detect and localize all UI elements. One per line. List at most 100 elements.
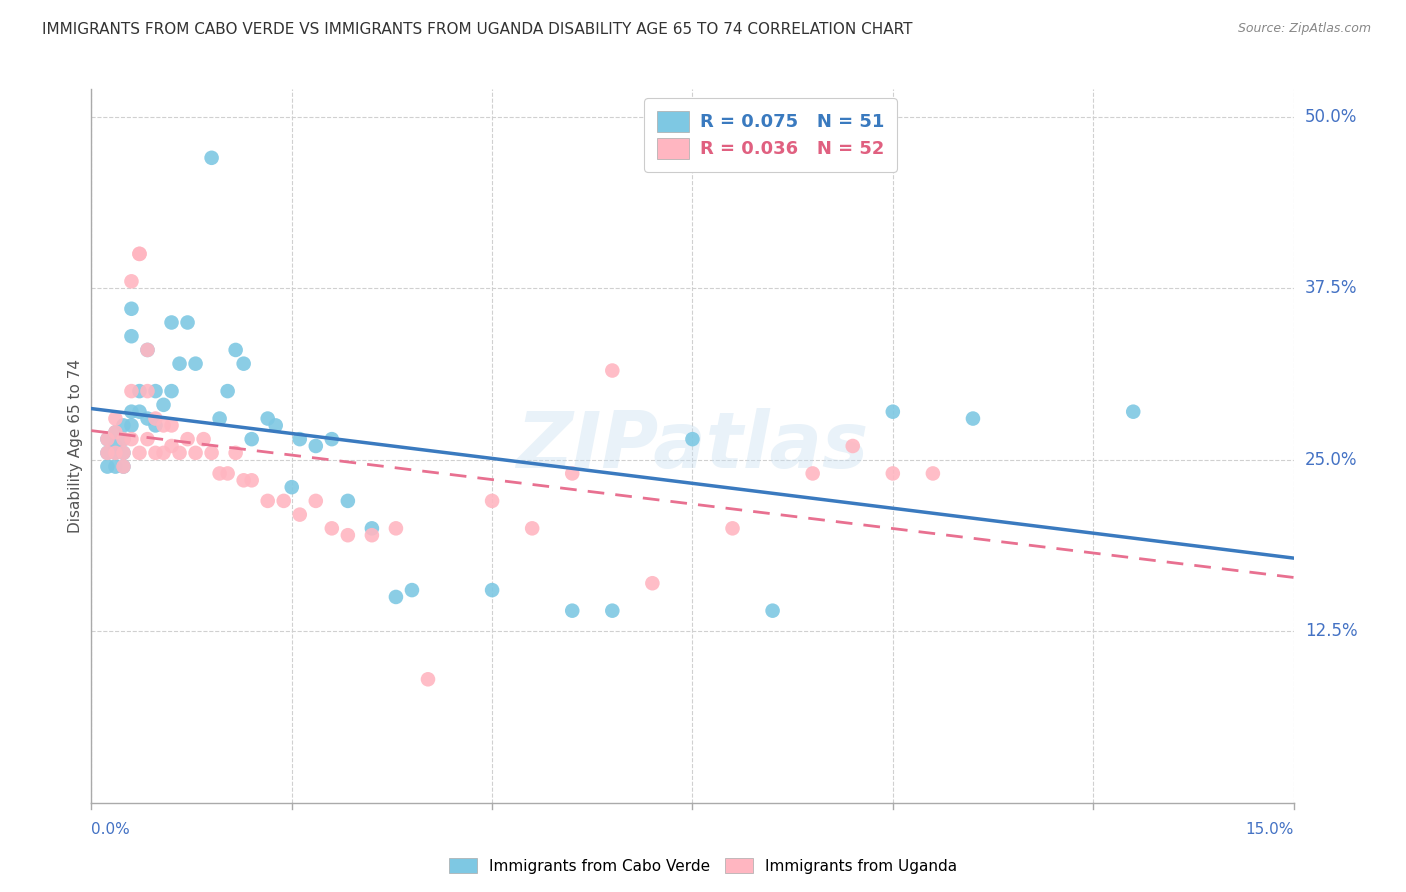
Point <box>273 494 295 508</box>
Point <box>561 467 583 481</box>
Point <box>225 446 247 460</box>
Point <box>232 357 254 371</box>
Point <box>136 343 159 357</box>
Point <box>104 425 127 440</box>
Point <box>481 583 503 598</box>
Point <box>136 411 159 425</box>
Point <box>160 439 183 453</box>
Point <box>104 439 127 453</box>
Point <box>169 446 191 460</box>
Point <box>240 473 263 487</box>
Point <box>225 343 247 357</box>
Point <box>208 411 231 425</box>
Point <box>305 439 328 453</box>
Point <box>104 446 127 460</box>
Point <box>145 411 167 425</box>
Legend: Immigrants from Cabo Verde, Immigrants from Uganda: Immigrants from Cabo Verde, Immigrants f… <box>443 852 963 880</box>
Point <box>112 418 135 433</box>
Point <box>561 604 583 618</box>
Point <box>184 446 207 460</box>
Point <box>360 528 382 542</box>
Point <box>121 329 143 343</box>
Text: ZIPatlas: ZIPatlas <box>516 408 869 484</box>
Point <box>152 398 174 412</box>
Point <box>121 301 143 316</box>
Point <box>176 432 198 446</box>
Point <box>321 521 343 535</box>
Point <box>96 432 118 446</box>
Point <box>401 583 423 598</box>
Point <box>112 446 135 460</box>
Point <box>176 316 198 330</box>
Point <box>522 521 544 535</box>
Point <box>121 274 143 288</box>
Point <box>385 521 408 535</box>
Point <box>201 151 224 165</box>
Point <box>104 459 127 474</box>
Text: 37.5%: 37.5% <box>1305 279 1357 297</box>
Point <box>169 357 191 371</box>
Point <box>360 521 382 535</box>
Y-axis label: Disability Age 65 to 74: Disability Age 65 to 74 <box>67 359 83 533</box>
Text: 12.5%: 12.5% <box>1305 623 1357 640</box>
Point <box>160 384 183 398</box>
Point <box>136 384 159 398</box>
Point <box>336 528 359 542</box>
Point <box>128 247 150 261</box>
Point <box>121 384 143 398</box>
Point <box>104 425 127 440</box>
Point <box>217 467 239 481</box>
Point <box>104 411 127 425</box>
Point <box>336 494 359 508</box>
Point <box>193 432 215 446</box>
Point <box>121 405 143 419</box>
Point <box>801 467 824 481</box>
Point <box>922 467 945 481</box>
Point <box>385 590 408 604</box>
Point <box>882 467 904 481</box>
Text: 50.0%: 50.0% <box>1305 108 1357 126</box>
Point <box>201 446 224 460</box>
Point <box>681 432 703 446</box>
Point <box>184 357 207 371</box>
Text: 25.0%: 25.0% <box>1305 450 1357 468</box>
Point <box>321 432 343 446</box>
Point <box>145 384 167 398</box>
Point <box>112 446 135 460</box>
Point <box>112 432 135 446</box>
Point <box>160 418 183 433</box>
Point <box>128 384 150 398</box>
Point <box>288 508 311 522</box>
Text: 15.0%: 15.0% <box>1246 822 1294 837</box>
Point <box>217 384 239 398</box>
Point <box>121 432 143 446</box>
Point <box>145 418 167 433</box>
Point <box>288 432 311 446</box>
Point <box>136 432 159 446</box>
Legend: R = 0.075   N = 51, R = 0.036   N = 52: R = 0.075 N = 51, R = 0.036 N = 52 <box>644 98 897 171</box>
Point <box>721 521 744 535</box>
Point <box>256 494 278 508</box>
Text: IMMIGRANTS FROM CABO VERDE VS IMMIGRANTS FROM UGANDA DISABILITY AGE 65 TO 74 COR: IMMIGRANTS FROM CABO VERDE VS IMMIGRANTS… <box>42 22 912 37</box>
Point <box>1122 405 1144 419</box>
Point <box>602 363 624 377</box>
Text: Source: ZipAtlas.com: Source: ZipAtlas.com <box>1237 22 1371 36</box>
Point <box>240 432 263 446</box>
Point <box>305 494 328 508</box>
Point <box>136 343 159 357</box>
Point <box>602 604 624 618</box>
Point <box>104 446 127 460</box>
Point <box>96 459 118 474</box>
Point <box>128 405 150 419</box>
Point <box>96 446 118 460</box>
Point <box>152 446 174 460</box>
Text: 0.0%: 0.0% <box>91 822 131 837</box>
Point <box>264 418 287 433</box>
Point <box>96 446 118 460</box>
Point <box>121 418 143 433</box>
Point <box>160 316 183 330</box>
Point <box>762 604 785 618</box>
Point <box>256 411 278 425</box>
Point <box>112 459 135 474</box>
Point <box>112 432 135 446</box>
